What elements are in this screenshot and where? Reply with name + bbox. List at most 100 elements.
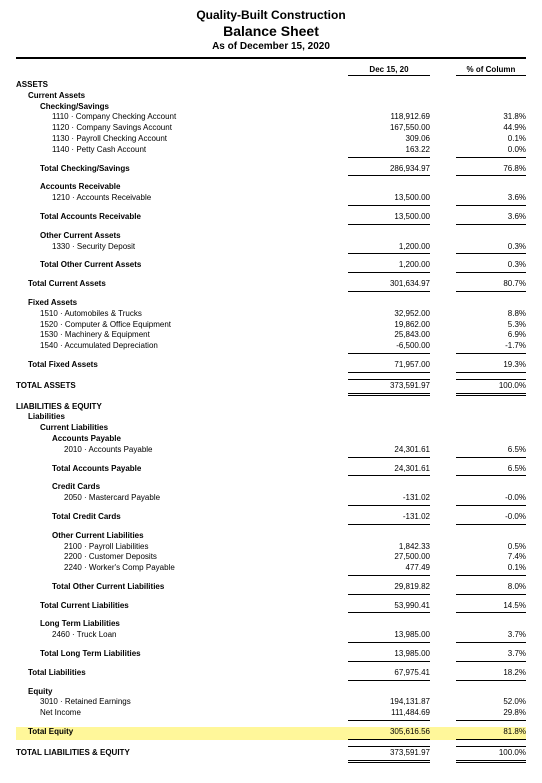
line-item-label: Net Income: [16, 708, 348, 719]
line-item: Total Other Current Liabilities29,819.82…: [16, 582, 526, 595]
line-item-percent: 0.3%: [456, 242, 526, 255]
as-of-date: As of December 15, 2020: [16, 41, 526, 54]
line-item: Long Term Liabilities: [16, 619, 526, 630]
line-item-label: 1140 · Petty Cash Account: [16, 145, 348, 156]
line-item-label: Other Current Assets: [16, 231, 348, 242]
line-item-percent: 0.0%: [456, 145, 526, 158]
line-item-label: Accounts Payable: [16, 434, 348, 445]
line-item-percent: 100.0%: [456, 379, 526, 396]
line-item-label: Long Term Liabilities: [16, 619, 348, 630]
line-item-amount: 305,616.56: [348, 727, 430, 740]
line-item-label: Liabilities: [16, 412, 348, 423]
line-item: 2050 · Mastercard Payable-131.02-0.0%: [16, 493, 526, 506]
line-item-amount: 27,500.00: [348, 552, 430, 563]
line-item: Total Liabilities67,975.4118.2%: [16, 668, 526, 681]
line-item-label: Total Other Current Assets: [16, 260, 348, 271]
line-item-label: 1510 · Automobiles & Trucks: [16, 309, 348, 320]
line-item-amount: 163.22: [348, 145, 430, 158]
line-item-label: TOTAL ASSETS: [16, 381, 348, 392]
line-item-label: 1330 · Security Deposit: [16, 242, 348, 253]
line-item-amount: 53,990.41: [348, 601, 430, 614]
line-item: 1540 · Accumulated Depreciation-6,500.00…: [16, 341, 526, 354]
line-item-amount: 13,985.00: [348, 630, 430, 643]
line-item-label: 1110 · Company Checking Account: [16, 112, 348, 123]
line-item-label: Equity: [16, 687, 348, 698]
line-item-amount: 111,484.69: [348, 708, 430, 721]
line-item: 1510 · Automobiles & Trucks32,952.008.8%: [16, 309, 526, 320]
line-item: Other Current Liabilities: [16, 531, 526, 542]
column-headers: Dec 15, 20 % of Column: [16, 65, 526, 76]
line-item-percent: 100.0%: [456, 746, 526, 763]
line-item-amount: 13,985.00: [348, 649, 430, 662]
line-item: 2100 · Payroll Liabilities1,842.330.5%: [16, 542, 526, 553]
line-item-amount: 167,550.00: [348, 123, 430, 134]
line-item-amount: 194,131.87: [348, 697, 430, 708]
company-name: Quality-Built Construction: [16, 8, 526, 23]
line-item-percent: 81.8%: [456, 727, 526, 740]
line-item: Current Liabilities: [16, 423, 526, 434]
line-item: Total Accounts Receivable13,500.003.6%: [16, 212, 526, 225]
line-item: Total Equity305,616.5681.8%: [16, 727, 526, 740]
line-item-percent: 31.8%: [456, 112, 526, 123]
line-item: 1210 · Accounts Receivable13,500.003.6%: [16, 193, 526, 206]
line-item-percent: 52.0%: [456, 697, 526, 708]
line-item-label: 1210 · Accounts Receivable: [16, 193, 348, 204]
line-item-label: Total Other Current Liabilities: [16, 582, 348, 593]
line-item-label: Credit Cards: [16, 482, 348, 493]
title-block: Quality-Built Construction Balance Sheet…: [16, 8, 526, 53]
line-item-amount: 373,591.97: [348, 746, 430, 763]
line-item-percent: 14.5%: [456, 601, 526, 614]
title-rule: [16, 57, 526, 59]
line-item-label: 2100 · Payroll Liabilities: [16, 542, 348, 553]
line-item-label: Total Long Term Liabilities: [16, 649, 348, 660]
line-item-percent: 7.4%: [456, 552, 526, 563]
line-item-percent: 19.3%: [456, 360, 526, 373]
line-item-label: Total Current Assets: [16, 279, 348, 290]
line-item-percent: 3.7%: [456, 649, 526, 662]
line-item: Equity: [16, 687, 526, 698]
line-item-label: 1130 · Payroll Checking Account: [16, 134, 348, 145]
line-item-percent: 29.8%: [456, 708, 526, 721]
line-item-amount: 67,975.41: [348, 668, 430, 681]
line-item: Credit Cards: [16, 482, 526, 493]
line-item-label: Current Liabilities: [16, 423, 348, 434]
line-item-label: TOTAL LIABILITIES & EQUITY: [16, 748, 348, 759]
line-item-amount: 1,200.00: [348, 260, 430, 273]
line-item-amount: 286,934.97: [348, 164, 430, 177]
line-item: 1530 · Machinery & Equipment25,843.006.9…: [16, 330, 526, 341]
line-item-percent: 6.5%: [456, 464, 526, 477]
line-item: Current Assets: [16, 91, 526, 102]
line-item-percent: 0.1%: [456, 563, 526, 576]
line-item: 1120 · Company Savings Account167,550.00…: [16, 123, 526, 134]
line-item-amount: -131.02: [348, 493, 430, 506]
line-item: 2200 · Customer Deposits27,500.00 7.4%: [16, 552, 526, 563]
line-item-label: 2010 · Accounts Payable: [16, 445, 348, 456]
line-item-amount: 301,634.97: [348, 279, 430, 292]
line-item: 3010 · Retained Earnings194,131.8752.0%: [16, 697, 526, 708]
line-item-label: 1120 · Company Savings Account: [16, 123, 348, 134]
line-item-percent: 0.3%: [456, 260, 526, 273]
line-item-percent: 18.2%: [456, 668, 526, 681]
line-item-amount: -6,500.00: [348, 341, 430, 354]
col-header-amount: Dec 15, 20: [348, 65, 430, 76]
line-item-percent: 3.7%: [456, 630, 526, 643]
line-item: Fixed Assets: [16, 298, 526, 309]
balance-sheet-body: ASSETSCurrent AssetsChecking/Savings1110…: [16, 80, 526, 763]
line-item-label: Checking/Savings: [16, 102, 348, 113]
line-item: Total Long Term Liabilities13,985.00 3.7%: [16, 649, 526, 662]
line-item-amount: 477.49: [348, 563, 430, 576]
line-item-label: Total Accounts Receivable: [16, 212, 348, 223]
line-item: Liabilities: [16, 412, 526, 423]
line-item-percent: 0.1%: [456, 134, 526, 145]
line-item-amount: 71,957.00: [348, 360, 430, 373]
line-item-label: 1520 · Computer & Office Equipment: [16, 320, 348, 331]
line-item: 1330 · Security Deposit1,200.000.3%: [16, 242, 526, 255]
line-item: LIABILITIES & EQUITY: [16, 402, 526, 413]
line-item-label: 2200 · Customer Deposits: [16, 552, 348, 563]
line-item-label: Total Accounts Payable: [16, 464, 348, 475]
line-item-percent: -0.0%: [456, 493, 526, 506]
line-item: 2460 · Truck Loan13,985.003.7%: [16, 630, 526, 643]
line-item-label: ASSETS: [16, 80, 348, 91]
line-item-amount: 118,912.69: [348, 112, 430, 123]
line-item-percent: 0.5%: [456, 542, 526, 553]
